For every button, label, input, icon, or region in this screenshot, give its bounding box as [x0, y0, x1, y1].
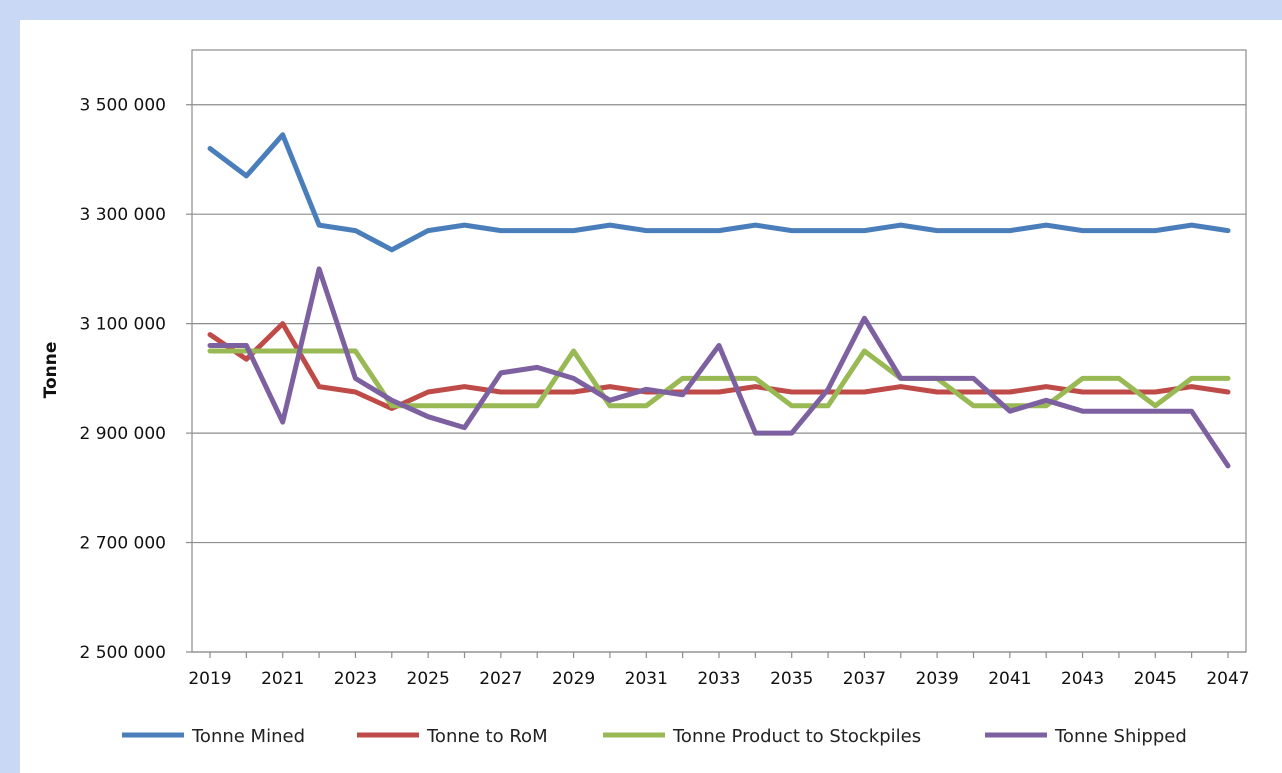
x-tick-label: 2039	[916, 669, 959, 689]
x-tick-label: 2023	[334, 669, 377, 689]
x-tick-label: 2045	[1134, 669, 1177, 689]
x-tick-label: 2037	[843, 669, 886, 689]
series-line-tonne-shipped	[207, 266, 1231, 469]
y-tick-label: 3 300 000	[79, 205, 166, 225]
x-tick-label: 2025	[407, 669, 450, 689]
legend-label: Tonne to RoM	[426, 726, 548, 747]
x-tick-label: 2021	[261, 669, 304, 689]
x-tick-label: 2027	[479, 669, 522, 689]
x-tick-label: 2029	[552, 669, 595, 689]
legend: Tonne Mined Tonne to RoM Tonne Product to …	[122, 726, 1187, 747]
legend-label: Tonne Product to Stockpiles	[672, 726, 921, 747]
y-axis-title: Tonne	[41, 342, 61, 399]
x-tick-label: 2033	[697, 669, 740, 689]
x-tick-label: 2047	[1206, 669, 1249, 689]
y-tick-label: 3 100 000	[79, 315, 166, 335]
x-tick-label: 2019	[188, 669, 231, 689]
legend-label: Tonne Mined	[191, 726, 305, 747]
axis-layer: 2 500 000 2 700 000 2 900 000 3 100 000 3 30…	[79, 96, 1249, 689]
x-tick-label: 2043	[1061, 669, 1104, 689]
series-layer	[207, 132, 1231, 469]
y-tick-label: 2 900 000	[79, 424, 166, 444]
line-chart: 2 500 000 2 700 000 2 900 000 3 100 000 3 30…	[41, 49, 1250, 747]
chart-area: 2 500 000 2 700 000 2 900 000 3 100 000 3 30…	[20, 20, 1282, 773]
x-tick-label: 2041	[988, 669, 1031, 689]
series-line-tonne-mined	[207, 132, 1231, 253]
y-tick-label: 2 500 000	[79, 643, 166, 663]
legend-label: Tonne Shipped	[1054, 726, 1187, 747]
x-tick-label: 2035	[770, 669, 813, 689]
series-line-tonne-to-rom	[207, 321, 1231, 411]
series-line-tonne-product-to-stockpiles	[207, 348, 1231, 409]
y-tick-label: 3 500 000	[79, 96, 166, 116]
y-tick-label: 2 700 000	[79, 534, 166, 554]
x-tick-label: 2031	[625, 669, 668, 689]
